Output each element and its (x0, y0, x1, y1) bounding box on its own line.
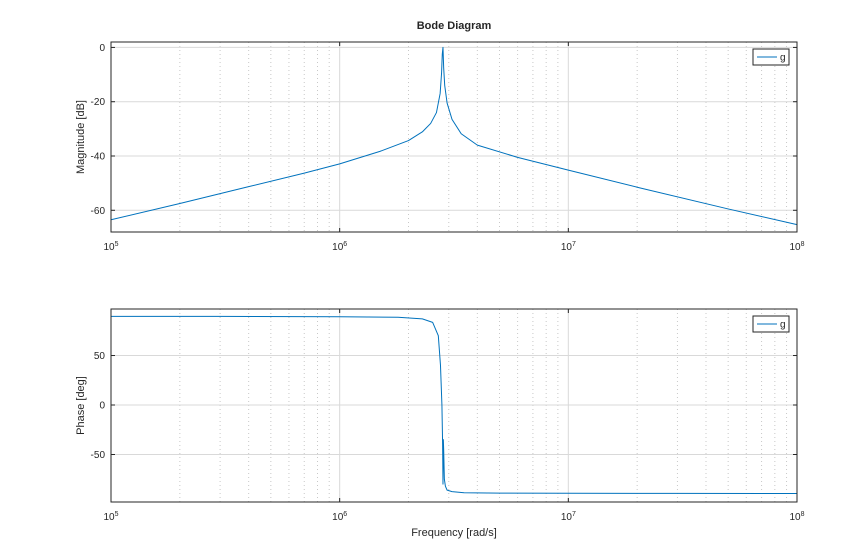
magnitude-legend: g (752, 48, 790, 66)
magnitude-series-line (110, 46, 798, 226)
magnitude-series-layer (110, 46, 798, 226)
phase-x-tick-label: 106 (332, 511, 347, 523)
chart-title: Bode Diagram (417, 20, 492, 32)
magnitude-y-tick-label: -20 (91, 97, 106, 108)
phase-y-axis-label: Phase [deg] (75, 376, 87, 435)
magnitude-x-tick-label: 106 (332, 241, 347, 253)
phase-y-tick-label: 0 (99, 401, 105, 412)
magnitude-x-tick-label: 108 (789, 241, 804, 253)
phase-subplot: 50 0 -50 105 106 107 108 Phase [deg] Frequency… (75, 308, 805, 539)
phase-x-tick-label: 108 (789, 511, 804, 523)
phase-y-tick-label: 50 (94, 351, 106, 362)
magnitude-axes-frame (110, 41, 798, 233)
phase-x-tick-label: 107 (561, 511, 576, 523)
magnitude-legend-label: g (780, 53, 786, 64)
magnitude-grid (111, 42, 797, 232)
phase-y-tick-label: -50 (91, 450, 106, 461)
magnitude-plot-area (111, 42, 797, 232)
magnitude-x-tick-label: 105 (103, 241, 118, 253)
magnitude-y-tick-label: -60 (91, 206, 106, 217)
magnitude-subplot: 0 -20 -40 -60 105 106 107 108 Magnitude [dB] g (75, 41, 805, 253)
phase-legend: g (752, 315, 790, 333)
magnitude-y-axis-label: Magnitude [dB] (75, 100, 87, 174)
magnitude-x-tick-label: 107 (561, 241, 576, 253)
phase-x-axis-label: Frequency [rad/s] (411, 527, 497, 539)
magnitude-y-tick-label: 0 (99, 43, 105, 54)
phase-series-line (111, 315, 798, 494)
phase-x-tick-label: 105 (103, 511, 118, 523)
phase-series-layer (111, 315, 798, 494)
magnitude-ticks: 0 -20 -40 -60 105 106 107 108 (91, 42, 805, 253)
phase-grid (111, 309, 797, 502)
phase-legend-label: g (780, 320, 786, 331)
phase-ticks: 50 0 -50 105 106 107 108 (91, 309, 805, 523)
magnitude-y-tick-label: -40 (91, 152, 106, 163)
